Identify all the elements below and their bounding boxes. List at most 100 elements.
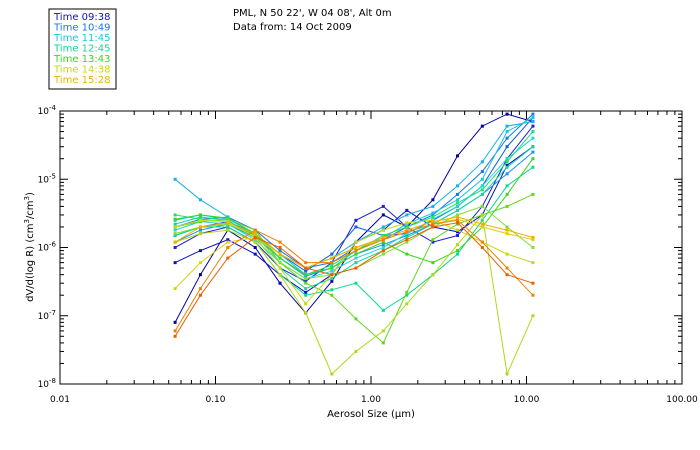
data-point bbox=[505, 157, 509, 161]
data-point bbox=[173, 334, 177, 338]
data-point bbox=[198, 273, 202, 277]
x-tick-label: 100.00 bbox=[666, 395, 698, 405]
data-point bbox=[330, 256, 334, 260]
data-point bbox=[253, 252, 257, 256]
legend-entry: Time 10:49 bbox=[53, 23, 110, 34]
legend-entry: Time 12:45 bbox=[53, 44, 110, 55]
data-point bbox=[405, 240, 409, 244]
data-point bbox=[505, 192, 509, 196]
data-point bbox=[456, 221, 460, 225]
data-point bbox=[505, 232, 509, 236]
data-point bbox=[381, 249, 385, 253]
data-point bbox=[405, 221, 409, 225]
data-point bbox=[253, 240, 257, 244]
data-point bbox=[198, 261, 202, 265]
data-point bbox=[381, 228, 385, 232]
data-point bbox=[531, 314, 535, 318]
data-point bbox=[198, 228, 202, 232]
data-point bbox=[531, 145, 535, 149]
data-point bbox=[456, 252, 460, 256]
data-point bbox=[354, 256, 358, 260]
data-point bbox=[505, 252, 509, 256]
data-point bbox=[173, 228, 177, 232]
data-point bbox=[505, 145, 509, 149]
data-point bbox=[304, 274, 308, 278]
data-point bbox=[456, 218, 460, 222]
data-point bbox=[531, 112, 535, 116]
data-point bbox=[198, 218, 202, 222]
data-point bbox=[253, 236, 257, 240]
data-point bbox=[253, 228, 257, 232]
series-20 bbox=[173, 221, 535, 338]
y-axis-title: dV/d(log R) (cm3/cm3) bbox=[23, 192, 36, 302]
data-point bbox=[330, 273, 334, 277]
data-point bbox=[405, 225, 409, 229]
data-point bbox=[226, 240, 230, 244]
data-point bbox=[405, 302, 409, 306]
data-point bbox=[456, 213, 460, 217]
data-point bbox=[456, 201, 460, 205]
x-tick-label: 0.01 bbox=[50, 395, 70, 405]
data-point bbox=[330, 266, 334, 270]
data-point bbox=[531, 261, 535, 265]
data-point bbox=[480, 188, 484, 192]
data-point bbox=[405, 228, 409, 232]
chart-title-line2: Data from: 14 Oct 2009 bbox=[233, 22, 352, 33]
data-point bbox=[405, 290, 409, 294]
data-point bbox=[278, 249, 282, 253]
y-tick-label: 10-5 bbox=[38, 172, 56, 185]
data-point bbox=[173, 213, 177, 217]
data-point bbox=[431, 261, 435, 265]
data-point bbox=[456, 215, 460, 219]
data-point bbox=[173, 287, 177, 291]
data-point bbox=[505, 204, 509, 208]
data-point bbox=[354, 349, 358, 353]
data-point bbox=[480, 218, 484, 222]
data-point bbox=[278, 266, 282, 270]
data-point bbox=[304, 311, 308, 315]
data-point bbox=[381, 308, 385, 312]
data-point bbox=[173, 246, 177, 249]
data-point bbox=[480, 222, 484, 226]
data-point bbox=[381, 341, 385, 345]
data-point bbox=[431, 204, 435, 208]
data-point bbox=[278, 273, 282, 277]
data-point bbox=[531, 236, 535, 240]
y-tick-label: 10-4 bbox=[38, 104, 57, 117]
data-point bbox=[431, 213, 435, 217]
data-point bbox=[253, 246, 257, 249]
data-point bbox=[531, 136, 535, 140]
x-tick-label: 10.00 bbox=[514, 395, 540, 405]
data-point bbox=[304, 302, 308, 306]
legend-entry: Time 09:38 bbox=[53, 12, 110, 23]
data-point bbox=[330, 263, 334, 267]
data-point bbox=[531, 238, 535, 242]
data-point bbox=[173, 222, 177, 226]
series-layer bbox=[173, 112, 535, 376]
data-point bbox=[431, 211, 435, 215]
data-point bbox=[304, 273, 308, 277]
data-point bbox=[480, 204, 484, 208]
data-point bbox=[480, 225, 484, 229]
series-19 bbox=[173, 218, 535, 333]
data-point bbox=[226, 238, 230, 242]
data-point bbox=[173, 320, 177, 324]
data-point bbox=[456, 249, 460, 253]
data-point bbox=[173, 232, 177, 236]
data-point bbox=[531, 120, 535, 124]
data-point bbox=[278, 252, 282, 256]
data-point bbox=[304, 290, 308, 294]
data-point bbox=[405, 233, 409, 237]
data-point bbox=[431, 240, 435, 244]
data-point bbox=[278, 240, 282, 244]
data-point bbox=[431, 220, 435, 224]
data-point bbox=[405, 236, 409, 240]
data-point bbox=[480, 169, 484, 173]
data-point bbox=[531, 157, 535, 161]
y-tick-label: 10-7 bbox=[38, 309, 56, 322]
data-point bbox=[381, 238, 385, 242]
data-point bbox=[405, 293, 409, 297]
data-point bbox=[304, 293, 308, 297]
data-point bbox=[226, 256, 230, 260]
